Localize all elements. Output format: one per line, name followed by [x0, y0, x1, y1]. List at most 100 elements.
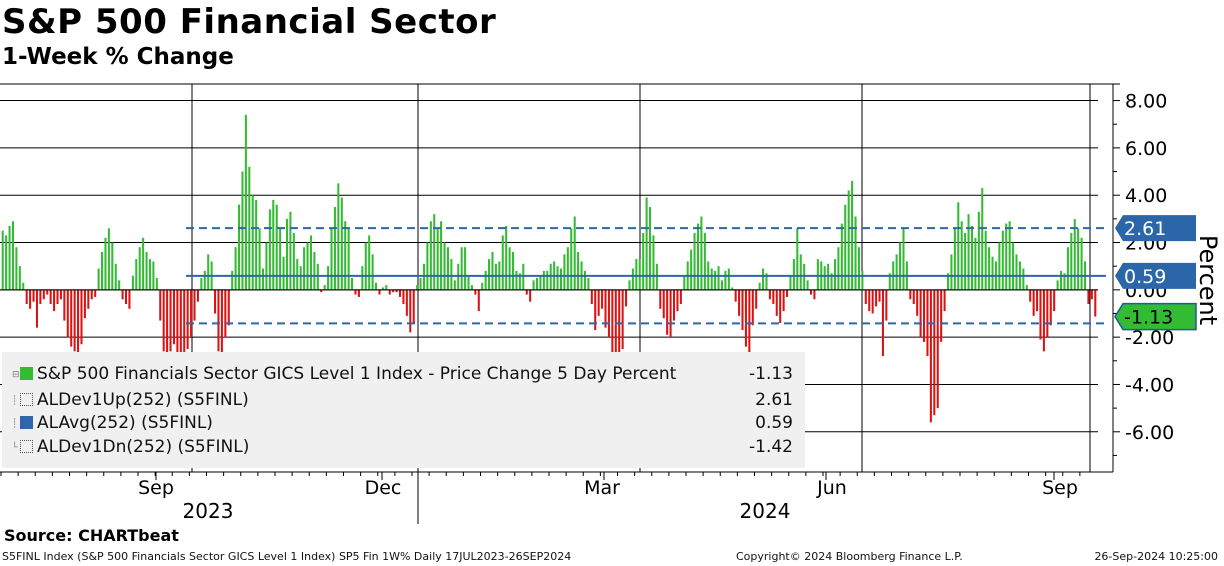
bar: [525, 289, 528, 295]
bar: [1008, 221, 1011, 290]
bar: [840, 223, 843, 290]
bar: [885, 289, 888, 321]
bar: [755, 289, 758, 309]
bar: [340, 197, 343, 290]
legend-label: ALDev1Dn(252) (S5FINL): [37, 437, 250, 457]
bar: [587, 278, 590, 290]
bar: [546, 270, 549, 290]
bar: [984, 230, 987, 290]
bar: [1094, 289, 1097, 317]
bar: [18, 266, 21, 290]
legend-item-price-change[interactable]: ⊟ S&P 500 Financials Sector GICS Level 1 …: [12, 364, 793, 388]
bar: [183, 289, 186, 361]
bar: [251, 195, 254, 290]
bar: [296, 259, 299, 290]
bar: [1, 230, 4, 290]
bar: [751, 289, 754, 326]
bar: [409, 289, 412, 333]
bar: [738, 289, 741, 316]
source-label: Source: CHARTbeat: [4, 526, 179, 545]
bar: [292, 233, 295, 290]
bar: [912, 289, 915, 305]
bar: [203, 270, 206, 290]
bar: [916, 289, 919, 316]
bar: [477, 289, 480, 312]
bar: [111, 242, 114, 290]
bar: [80, 289, 83, 345]
bar: [1049, 289, 1052, 326]
bar: [446, 247, 449, 290]
bar: [508, 247, 511, 290]
bar: [333, 207, 336, 290]
bar: [833, 259, 837, 290]
bar: [1012, 242, 1015, 290]
bar: [1005, 223, 1008, 290]
bar: [857, 247, 860, 290]
bar: [1073, 218, 1076, 290]
x-month-label: Sep: [1042, 477, 1078, 499]
bar: [464, 247, 467, 290]
bar: [936, 289, 939, 409]
bar: [193, 289, 196, 321]
legend-item-dev-down[interactable]: └ ALDev1Dn(252) (S5FINL) -1.42: [12, 437, 793, 461]
bar: [453, 280, 456, 290]
bar: [851, 181, 854, 290]
bar: [888, 273, 891, 290]
bar: [279, 228, 282, 290]
bar: [700, 216, 703, 290]
bar: [148, 259, 152, 290]
bar: [368, 235, 371, 290]
legend-item-dev-up[interactable]: ┊ ALDev1Up(252) (S5FINL) 2.61: [12, 390, 793, 414]
bar: [433, 214, 436, 290]
bar: [436, 228, 439, 290]
bar: [172, 289, 175, 345]
bar: [1066, 247, 1069, 290]
bar: [272, 199, 275, 290]
legend-item-avg[interactable]: ┊ ALAvg(252) (S5FINL) 0.59: [12, 413, 793, 437]
bar: [611, 289, 614, 375]
bar: [402, 289, 405, 305]
bar: [727, 268, 730, 290]
x-month-label: Mar: [584, 477, 620, 499]
bar: [943, 289, 946, 312]
bar: [159, 289, 162, 321]
bar: [772, 289, 775, 305]
bar: [957, 202, 960, 290]
bar: [207, 254, 210, 290]
bar: [200, 278, 203, 290]
legend-tree-icon: ┊: [12, 419, 18, 429]
bar: [768, 289, 771, 300]
bar: [902, 228, 905, 290]
y-tick-label: 8.00: [1125, 91, 1167, 113]
footer-copyright: Copyright© 2024 Bloomberg Finance L.P.: [736, 550, 963, 563]
bar: [998, 242, 1001, 290]
bar: [22, 282, 25, 290]
bar: [816, 259, 819, 290]
legend-value: 0.59: [755, 413, 793, 433]
bar: [792, 259, 795, 290]
bar: [460, 247, 463, 290]
bar: [563, 254, 566, 290]
bar: [974, 237, 977, 290]
bar: [35, 289, 38, 328]
bar: [666, 289, 669, 335]
bar: [190, 289, 193, 338]
bar: [762, 268, 765, 290]
bar: [559, 268, 563, 290]
bar: [440, 221, 443, 290]
bar: [899, 242, 902, 290]
bar: [782, 289, 785, 312]
bar: [15, 247, 18, 290]
x-year-label: 2024: [740, 499, 791, 523]
bar: [642, 233, 645, 290]
bar: [470, 285, 473, 290]
last-value-label: -1.13: [1124, 307, 1173, 329]
bar: [669, 289, 672, 338]
footer-ticker-info: S5FINL Index (S&P 500 Financials Sector …: [2, 550, 572, 563]
bar: [234, 247, 237, 290]
bar: [39, 289, 42, 305]
bar: [645, 197, 648, 290]
band-value-tag: [1115, 215, 1196, 242]
y-tick-label: 6.00: [1125, 138, 1167, 160]
